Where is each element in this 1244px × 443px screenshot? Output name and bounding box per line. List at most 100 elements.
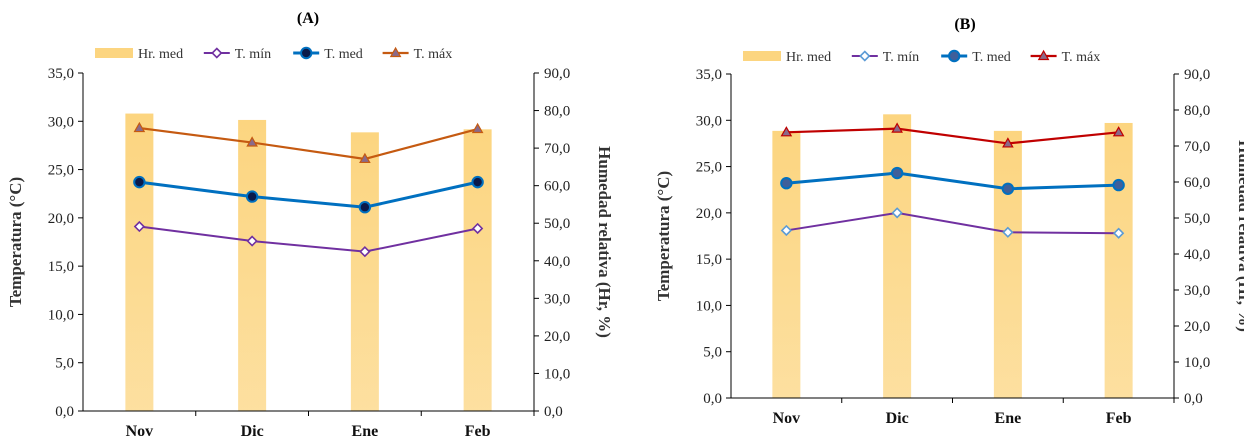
point-diamond bbox=[780, 224, 793, 237]
y-tick-label-right: 90,0 bbox=[544, 66, 570, 82]
legend-label: T. med bbox=[972, 50, 1011, 65]
bar-hr-med bbox=[993, 130, 1022, 398]
point-circle bbox=[1112, 178, 1125, 192]
line-diamond bbox=[786, 211, 1119, 235]
point-diamond bbox=[471, 222, 484, 235]
legend-marker-triangle bbox=[389, 46, 402, 58]
line-diamond bbox=[139, 225, 478, 253]
bar-hr-med bbox=[463, 129, 492, 412]
y-tick-label-left: 15,0 bbox=[696, 252, 722, 268]
y-tick-label-left: 10,0 bbox=[48, 307, 74, 323]
y-axis-label: Temperatura (°C) bbox=[654, 171, 673, 301]
bar-hr-med bbox=[883, 114, 912, 398]
point-triangle bbox=[1002, 137, 1014, 148]
chart-panel-b: (B) 0,0 5,0 10,0 15,0 20,0 25,0 30,0 35,0 0,0 10,0… bbox=[654, 16, 1244, 427]
point-triangle bbox=[359, 152, 371, 164]
legend-marker-triangle bbox=[1037, 49, 1050, 61]
line-circle bbox=[786, 171, 1119, 191]
y-tick-label-right: 10,0 bbox=[1184, 355, 1210, 371]
y2-axis-label: Humedad relativa (Hr, %) bbox=[1235, 140, 1244, 332]
legend-item: T. máx bbox=[382, 46, 452, 62]
point-triangle bbox=[471, 122, 484, 134]
point-circle bbox=[245, 190, 259, 203]
bar-hr-med bbox=[1104, 122, 1133, 399]
legend-marker-diamond bbox=[211, 47, 223, 59]
y-tick-label-right: 20,0 bbox=[1184, 319, 1210, 335]
y-tick-label-left: 20,0 bbox=[696, 206, 722, 222]
line-triangle bbox=[139, 126, 478, 161]
legend-swatch bbox=[95, 48, 133, 58]
legend-marker-diamond bbox=[859, 50, 871, 62]
chart-panel-a: (A) 0,0 5,0 10,0 15,0 20,0 25,0 30,0 35,0 0,0 10,0… bbox=[6, 10, 614, 440]
y-tick-label-right: 70,0 bbox=[1184, 139, 1210, 155]
legend-label: Hr. med bbox=[786, 50, 831, 65]
y-tick-label-left: 25,0 bbox=[48, 163, 74, 179]
legend-label: T. máx bbox=[1062, 50, 1101, 65]
legend-item: Hr. med bbox=[95, 47, 183, 62]
bar-hr-med bbox=[238, 119, 267, 411]
chart-title: (B) bbox=[954, 16, 975, 33]
y-tick-label-right: 40,0 bbox=[1184, 247, 1210, 263]
point-diamond bbox=[1112, 227, 1125, 239]
point-diamond bbox=[133, 220, 146, 233]
point-triangle bbox=[1112, 126, 1125, 137]
y-tick-label-right: 0,0 bbox=[544, 404, 563, 420]
y-tick-label-left: 10,0 bbox=[696, 298, 722, 314]
legend-label: T. mín bbox=[235, 47, 271, 62]
point-diamond bbox=[1002, 226, 1014, 238]
legend-item: T. mín bbox=[203, 47, 271, 62]
y-tick-label-right: 60,0 bbox=[1184, 175, 1210, 191]
point-circle bbox=[780, 177, 793, 190]
legend-item: T. mín bbox=[851, 50, 919, 65]
y-tick-label-left: 25,0 bbox=[696, 160, 722, 176]
chart-title: (A) bbox=[297, 10, 319, 27]
line-triangle bbox=[786, 127, 1119, 145]
x-tick-label: Nov bbox=[126, 423, 154, 440]
y-tick-label-right: 60,0 bbox=[544, 179, 570, 195]
y-tick-label-left: 35,0 bbox=[696, 67, 722, 83]
y2-axis-label: Humedad relativa (Hr, %) bbox=[595, 146, 614, 338]
y-tick-label-right: 50,0 bbox=[1184, 211, 1210, 227]
y-axis-label: Temperatura (°C) bbox=[6, 177, 25, 307]
point-triangle bbox=[246, 136, 258, 147]
point-triangle bbox=[780, 126, 793, 137]
legend-item: T. med bbox=[293, 46, 363, 62]
legend-item: Hr. med bbox=[743, 50, 831, 65]
point-triangle bbox=[133, 121, 146, 133]
point-diamond bbox=[891, 207, 903, 219]
point-circle bbox=[471, 175, 484, 189]
point-triangle bbox=[891, 122, 903, 133]
x-tick-label: Feb bbox=[1106, 410, 1132, 427]
point-circle bbox=[133, 175, 146, 189]
y-tick-label-left: 20,0 bbox=[48, 211, 74, 227]
y-tick-label-right: 80,0 bbox=[1184, 103, 1210, 119]
point-circle bbox=[1001, 182, 1015, 195]
point-diamond bbox=[246, 235, 258, 247]
y-tick-label-left: 30,0 bbox=[48, 114, 74, 130]
legend-label: T. mín bbox=[883, 50, 919, 65]
y-tick-label-left: 5,0 bbox=[703, 345, 722, 361]
legend-label: T. med bbox=[324, 47, 363, 62]
y-tick-label-right: 30,0 bbox=[544, 291, 570, 307]
line-circle bbox=[139, 180, 478, 209]
legend-item: T. máx bbox=[1030, 49, 1101, 65]
point-circle bbox=[890, 166, 904, 180]
x-tick-label: Dic bbox=[241, 423, 264, 440]
y-tick-label-right: 40,0 bbox=[544, 254, 570, 270]
point-diamond bbox=[359, 246, 371, 258]
legend-swatch bbox=[743, 51, 781, 61]
y-tick-label-left: 0,0 bbox=[55, 404, 74, 420]
y-tick-label-right: 0,0 bbox=[1184, 391, 1203, 407]
bar-hr-med bbox=[350, 132, 379, 412]
legend-label: Hr. med bbox=[138, 47, 183, 62]
y-tick-label-left: 0,0 bbox=[703, 391, 722, 407]
legend-item: T. med bbox=[941, 49, 1011, 65]
y-tick-label-right: 80,0 bbox=[544, 104, 570, 120]
y-tick-label-left: 30,0 bbox=[696, 113, 722, 129]
legend-marker-circle bbox=[300, 46, 313, 60]
point-circle bbox=[358, 201, 372, 214]
y-tick-label-right: 90,0 bbox=[1184, 67, 1210, 83]
y-tick-label-left: 5,0 bbox=[55, 356, 74, 372]
y-tick-label-right: 20,0 bbox=[544, 329, 570, 345]
